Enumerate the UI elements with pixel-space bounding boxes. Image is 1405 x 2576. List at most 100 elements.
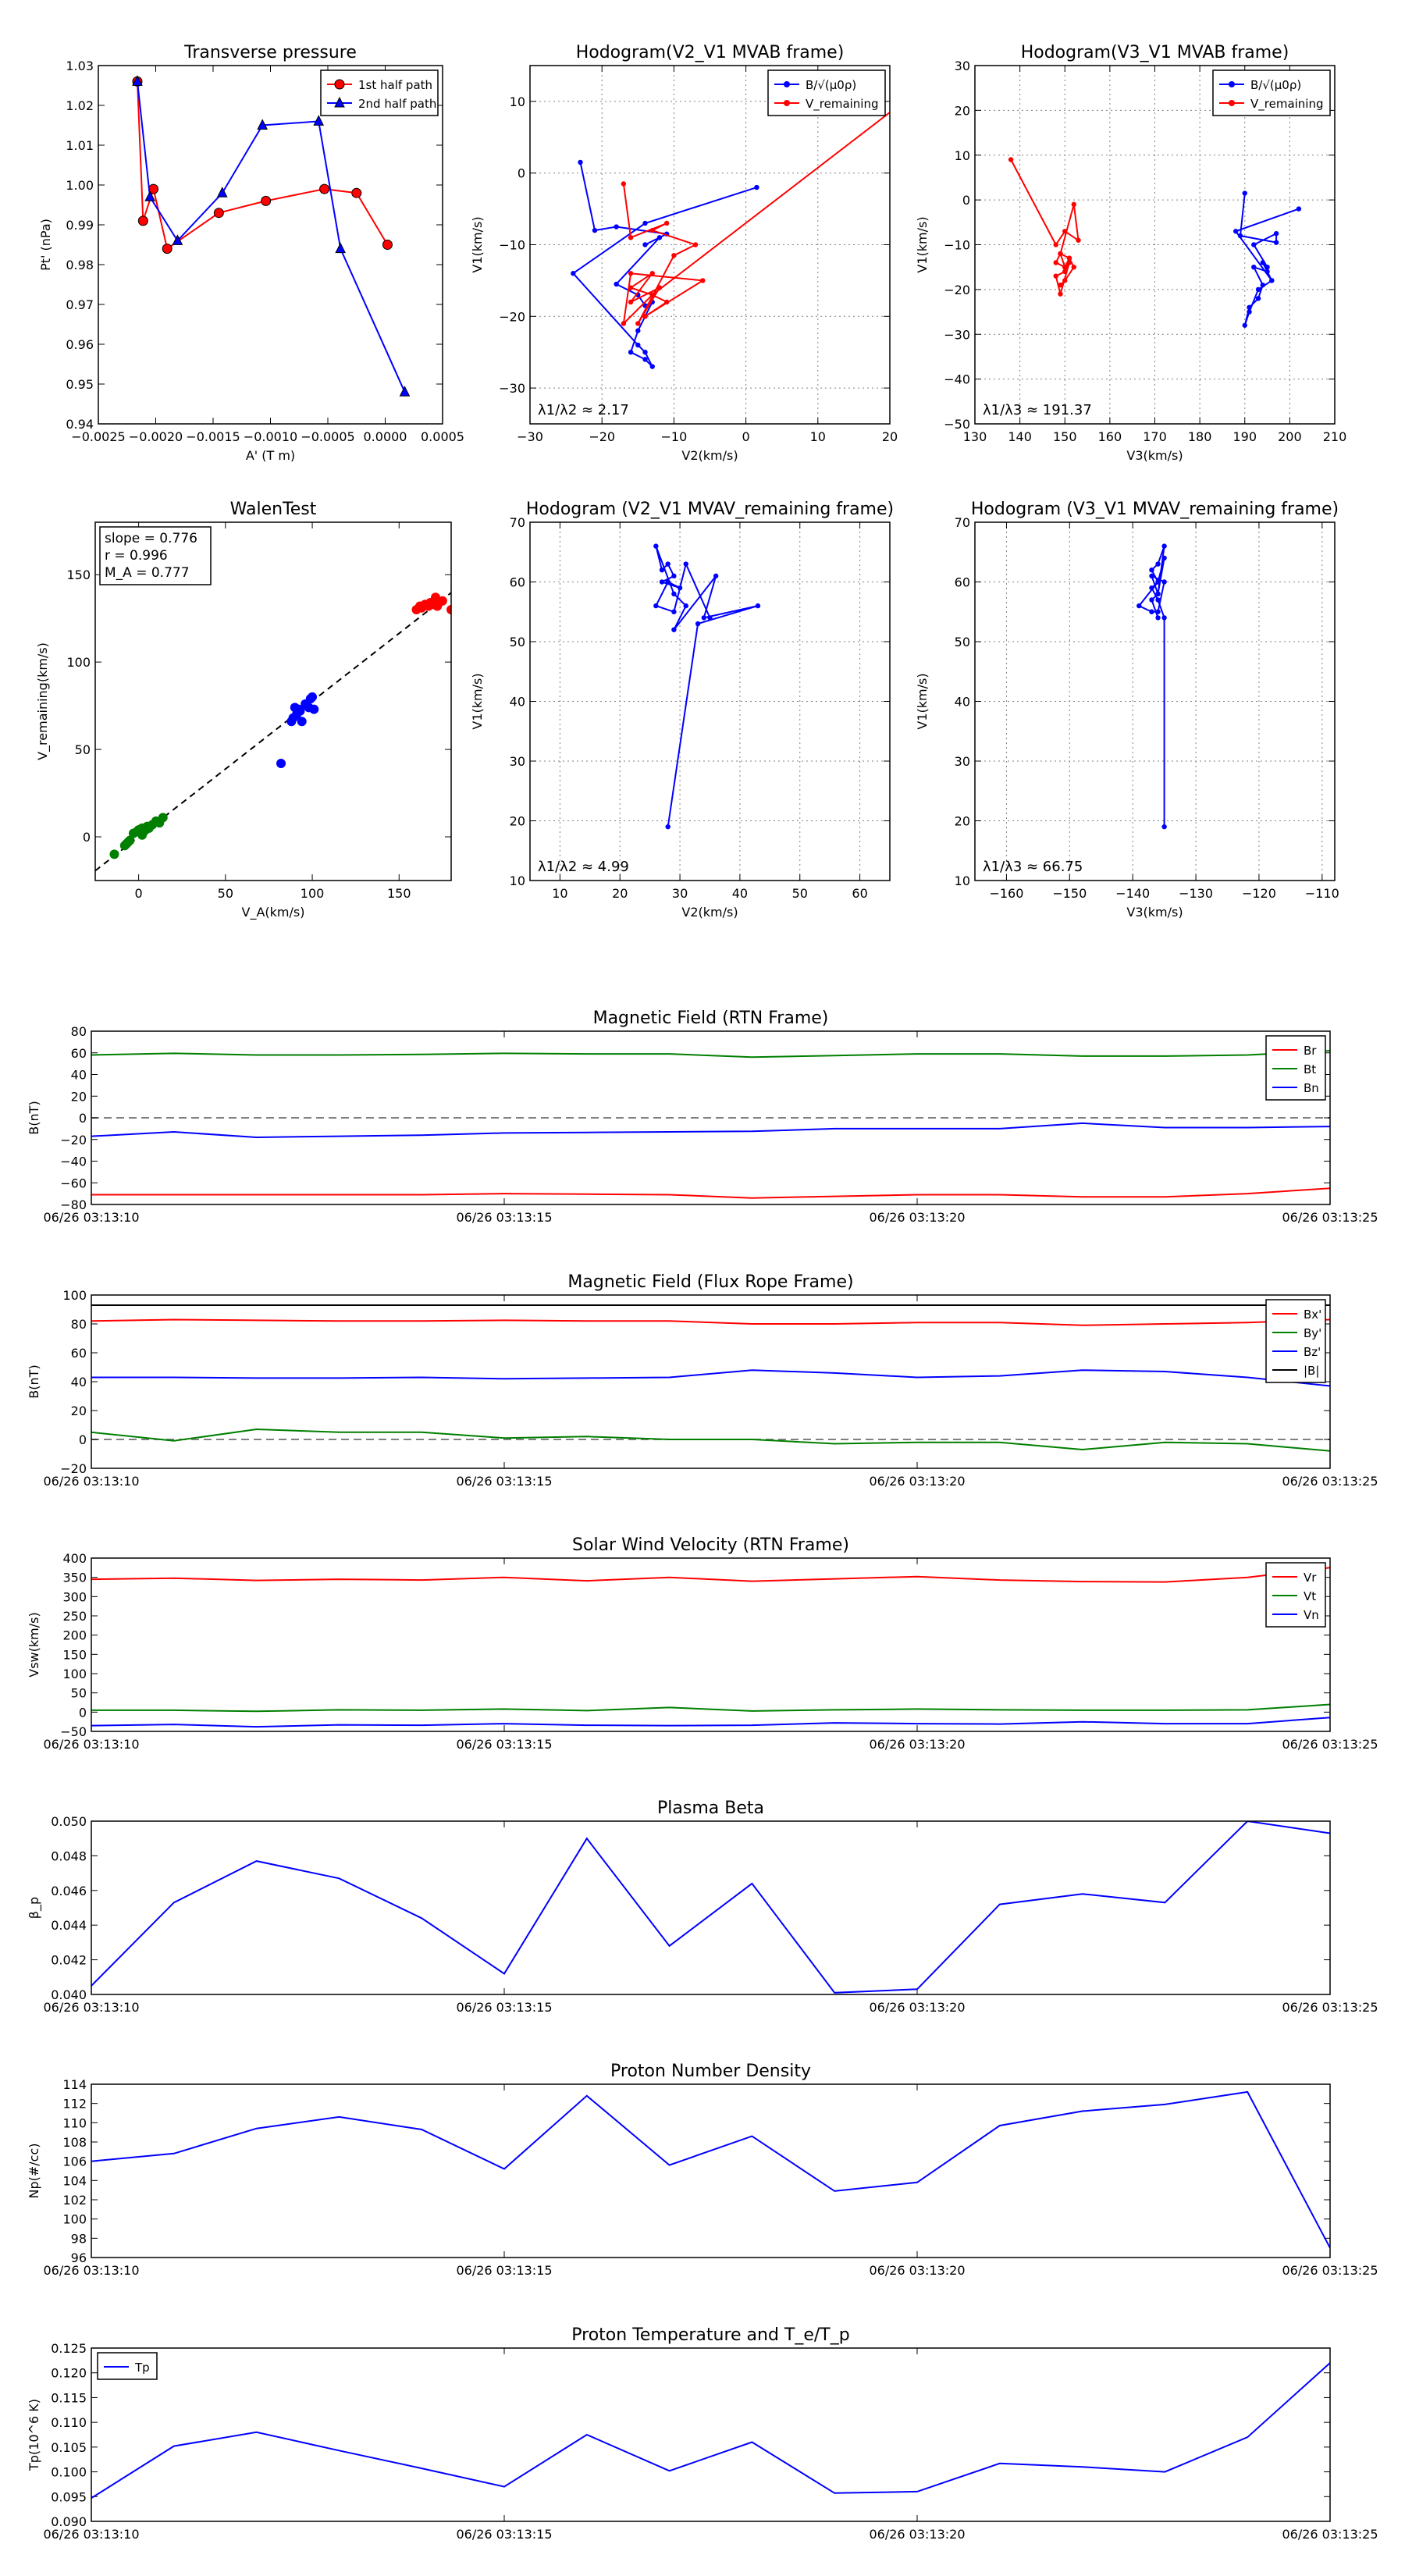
data-point — [1149, 597, 1154, 603]
y-tick-label: 0.046 — [51, 1884, 87, 1898]
annotation-text: λ1/λ2 ≈ 4.99 — [538, 859, 629, 875]
data-point — [628, 285, 634, 290]
data-point — [213, 208, 224, 219]
y-axis-label: Pt' (nPa) — [38, 219, 53, 271]
data-point — [695, 621, 701, 627]
y-tick-label: 0 — [79, 1432, 87, 1447]
y-tick-label: 96 — [71, 2250, 87, 2265]
y-tick-label: −60 — [60, 1176, 87, 1190]
legend-label: V_remaining — [806, 97, 879, 112]
x-tick-label: −20 — [589, 429, 615, 444]
data-point — [707, 615, 713, 621]
x-tick-label: 06/26 03:13:25 — [1282, 2527, 1378, 2542]
series-line — [1234, 193, 1300, 326]
x-tick-label: 200 — [1278, 429, 1302, 444]
y-tick-label: −30 — [944, 327, 970, 342]
y-tick-label: 30 — [955, 59, 970, 73]
legend-marker — [334, 96, 345, 108]
series-line — [137, 81, 406, 393]
fit-line — [95, 592, 451, 872]
data-point — [1149, 585, 1154, 591]
x-tick-label: 150 — [387, 886, 411, 901]
data-point — [382, 240, 393, 250]
y-axis-label: B(nT) — [27, 1364, 41, 1398]
x-tick-label: 50 — [792, 886, 808, 901]
legend-box — [1212, 69, 1331, 116]
chart-vsw: 06/26 03:13:10 06/26 03:13:15 06/26 03:13:… — [27, 1535, 1378, 1752]
series-Np — [91, 2090, 1330, 2249]
y-tick-label: −50 — [944, 417, 970, 432]
y-tick-label: 400 — [62, 1551, 87, 1566]
series-Vr — [91, 1567, 1330, 1583]
y-tick-label: 102 — [62, 2193, 87, 2208]
x-tick-label: −140 — [1115, 886, 1150, 901]
legend-label: Bx' — [1304, 1308, 1321, 1322]
x-tick-label: 0.0005 — [421, 429, 464, 444]
legend-label: Vr — [1304, 1571, 1317, 1585]
series-line — [91, 1703, 1330, 1713]
x-tick-label: 06/26 03:13:25 — [1282, 1210, 1378, 1225]
y-tick-label: 10 — [955, 148, 970, 163]
series-blue — [276, 692, 319, 768]
data-point — [1296, 206, 1302, 212]
data-point — [1233, 229, 1239, 234]
data-point — [571, 271, 576, 276]
y-tick-label: 200 — [62, 1628, 87, 1643]
data-point — [628, 299, 634, 305]
x-tick-label: −0.0005 — [301, 429, 354, 444]
legend-label: Bt — [1304, 1062, 1316, 1076]
data-point — [1260, 260, 1266, 265]
series-trajectory — [653, 543, 761, 830]
x-tick-label: 06/26 03:13:15 — [456, 1474, 552, 1489]
x-tick-label: 06/26 03:13:25 — [1282, 2000, 1378, 2015]
y-tick-label: 20 — [510, 814, 525, 829]
y-tick-label: 60 — [71, 1046, 87, 1061]
x-tick-label: 180 — [1188, 429, 1212, 444]
data-point — [1058, 291, 1063, 297]
x-axis-label: A' (T m) — [246, 448, 295, 463]
legend-label: Bn — [1304, 1081, 1319, 1095]
y-tick-label: 0.120 — [51, 2366, 87, 2381]
y-tick-label: 40 — [510, 695, 525, 710]
data-point — [125, 835, 135, 845]
y-tick-label: 0.050 — [51, 1814, 87, 1829]
data-point — [659, 568, 665, 573]
x-tick-label: −130 — [1179, 886, 1213, 901]
x-tick-label: 20 — [612, 886, 628, 901]
data-point — [701, 615, 707, 621]
y-tick-label: 10 — [510, 873, 525, 888]
y-tick-label: 0 — [79, 1111, 87, 1126]
series-Bx' — [91, 1318, 1330, 1326]
data-point — [137, 215, 148, 226]
chart-transverse: −0.0025 −0.0020 −0.0015 −0.0010 −0.0005 0.000… — [38, 43, 464, 463]
data-point — [592, 227, 598, 233]
plot-frame — [91, 1294, 1331, 1469]
series-line — [91, 1567, 1330, 1583]
series-line — [571, 162, 757, 368]
chart-hodo4: −160 −150 −140 −130 −120 −110 10 20 30 40 50 60 70Ho… — [915, 500, 1339, 920]
series-line — [91, 1318, 1330, 1326]
x-tick-label: −160 — [989, 886, 1023, 901]
x-axis-label: V2(km/s) — [681, 448, 738, 463]
x-tick-label: 06/26 03:13:20 — [869, 2527, 965, 2542]
chart-title: Plasma Beta — [657, 1799, 764, 1818]
data-point — [671, 627, 677, 632]
data-point — [683, 561, 688, 567]
data-point — [1136, 603, 1142, 609]
x-tick-label: 210 — [1323, 429, 1347, 444]
data-point — [642, 350, 648, 355]
data-point — [1053, 260, 1058, 265]
legend-label: V_remaining — [1250, 97, 1324, 112]
data-point — [1149, 568, 1154, 573]
data-point — [671, 609, 677, 614]
x-tick-label: 0.0000 — [364, 429, 407, 444]
chart-beta: 06/26 03:13:10 06/26 03:13:15 06/26 03:13:… — [27, 1799, 1378, 2015]
series-Tp — [91, 2362, 1330, 2500]
data-point — [642, 220, 648, 226]
series-Vn — [91, 1717, 1330, 1728]
plot-frame — [94, 521, 452, 881]
y-tick-label: −80 — [60, 1197, 87, 1212]
data-point — [1155, 591, 1161, 596]
data-point — [1273, 240, 1279, 245]
